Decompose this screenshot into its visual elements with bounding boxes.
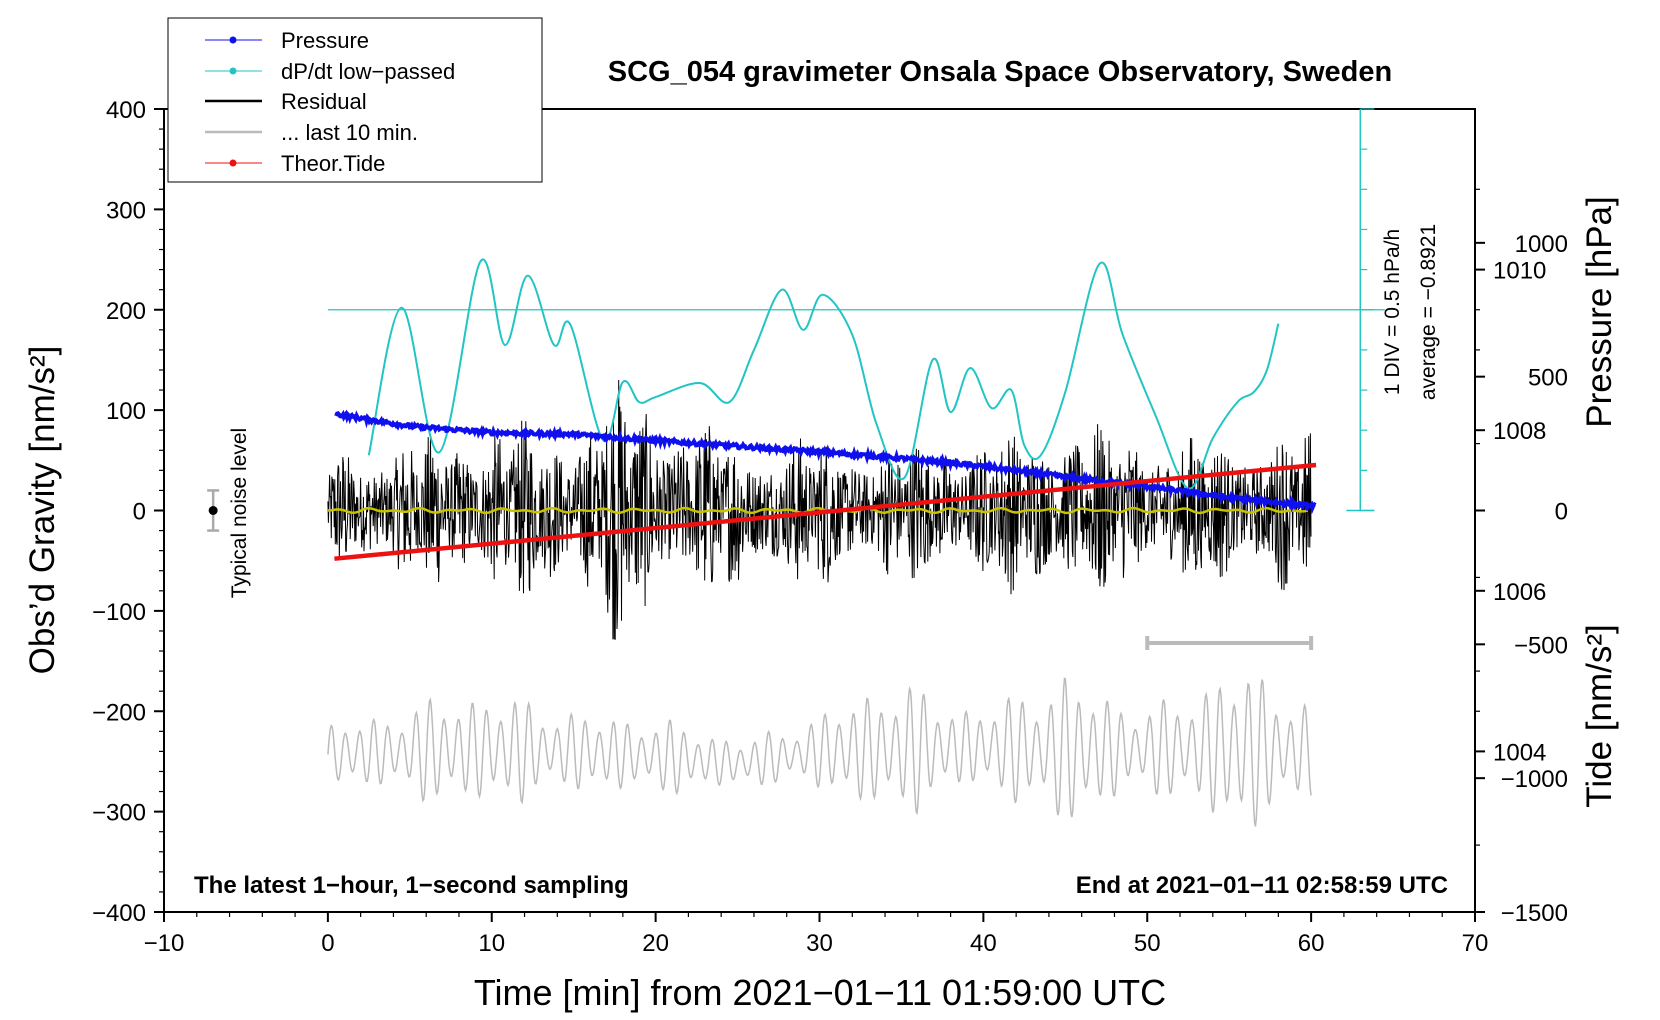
pressure-series-line — [334, 409, 1317, 515]
y-tick-label: 100 — [106, 398, 146, 425]
pressure-tick-label: 1004 — [1493, 739, 1546, 766]
legend: Pressure dP/dt low−passed Residual ... l… — [167, 17, 543, 183]
legend-entry-pressure: Pressure — [205, 28, 369, 53]
x-axis-label: Time [min] from 2021−01−11 01:59:00 UTC — [474, 972, 1166, 1013]
legend-label-dpdt: dP/dt low−passed — [281, 59, 455, 84]
x-tick-label: 40 — [970, 930, 997, 957]
x-tick-label: 30 — [806, 930, 833, 957]
y-tick-label: 0 — [133, 499, 146, 526]
tide-series-line — [334, 462, 1317, 561]
legend-entry-dpdt: dP/dt low−passed — [205, 59, 455, 84]
y-tick-label: −200 — [92, 699, 146, 726]
x-tick-label: 10 — [478, 930, 505, 957]
legend-marker-pressure — [229, 36, 237, 44]
legend-label-residual: Residual — [281, 89, 367, 114]
y-tick-label: 200 — [106, 298, 146, 325]
x-tick-label: 60 — [1298, 930, 1325, 957]
x-tick-label: −10 — [144, 930, 185, 957]
chart-title: SCG_054 gravimeter Onsala Space Observat… — [608, 56, 1392, 88]
tide-tick-label: −500 — [1514, 632, 1568, 659]
x-tick-label: 50 — [1134, 930, 1161, 957]
pressure-tick-label: 1006 — [1493, 579, 1546, 606]
pressure-axis-label: Pressure [hPa] — [1580, 196, 1619, 428]
legend-label-pressure: Pressure — [281, 28, 369, 53]
legend-entry-tide: Theor.Tide — [205, 151, 385, 176]
pressure-tick-label: 1008 — [1493, 418, 1546, 445]
tide-tick-label: 0 — [1555, 499, 1568, 526]
tide-tick-label: −1500 — [1501, 900, 1568, 927]
legend-marker-dpdt — [229, 67, 237, 75]
y-tick-label: 400 — [106, 97, 146, 124]
legend-label-last10: ... last 10 min. — [281, 120, 418, 145]
y-tick-label: −100 — [92, 599, 146, 626]
legend-marker-tide — [229, 159, 237, 167]
tide-axis-label: Tide [nm/s²] — [1580, 624, 1619, 807]
tide-tick-label: 500 — [1528, 365, 1568, 392]
axes-layer: −10 0 10 20 30 40 50 60 704003002001000−100−200−… — [92, 97, 1568, 957]
legend-label-tide: Theor.Tide — [281, 151, 385, 176]
pressure-tick-label: 1010 — [1493, 258, 1546, 285]
y-tick-label: −400 — [92, 900, 146, 927]
last10-series-line — [327, 677, 1312, 827]
dpdt-series-line — [367, 258, 1280, 490]
tide-tick-label: 1000 — [1515, 231, 1568, 258]
noise-marker — [208, 506, 218, 515]
x-tick-label: 0 — [321, 930, 334, 957]
noise-level-label: Typical noise level — [228, 428, 251, 598]
residual-series-line — [327, 379, 1312, 640]
data-layer — [207, 108, 1385, 827]
legend-entry-last10: ... last 10 min. — [205, 120, 418, 145]
end-time-note: End at 2021−01−11 02:58:59 UTC — [1076, 872, 1448, 899]
y-tick-label: 300 — [106, 197, 146, 224]
tide-tick-label: −1000 — [1501, 766, 1568, 793]
x-tick-label: 70 — [1462, 930, 1489, 957]
y-tick-label: −300 — [92, 800, 146, 827]
x-tick-label: 20 — [642, 930, 669, 957]
residual-lowpass-line — [327, 506, 1309, 515]
y-axis-label: Obs’d Gravity [nm/s²] — [23, 346, 62, 675]
div-scale-label: 1 DIV = 0.5 hPa/h — [1381, 229, 1404, 395]
sampling-note: The latest 1−hour, 1−second sampling — [194, 872, 629, 899]
average-label: average = −0.8921 — [1417, 224, 1440, 400]
legend-entry-residual: Residual — [205, 89, 367, 114]
